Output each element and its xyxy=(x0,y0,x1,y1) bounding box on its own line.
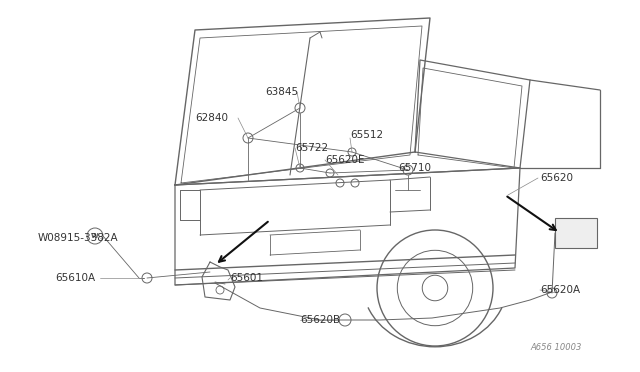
Text: 65601: 65601 xyxy=(230,273,263,283)
Text: 63845: 63845 xyxy=(265,87,298,97)
Text: 65620A: 65620A xyxy=(540,285,580,295)
Text: W: W xyxy=(91,233,99,239)
Text: 65620E: 65620E xyxy=(325,155,365,165)
Text: 62840: 62840 xyxy=(195,113,228,123)
Text: 65512: 65512 xyxy=(350,130,383,140)
Text: A656 10003: A656 10003 xyxy=(530,343,581,353)
Text: 65620B: 65620B xyxy=(300,315,340,325)
Text: 65722: 65722 xyxy=(295,143,328,153)
Text: 65620: 65620 xyxy=(540,173,573,183)
Bar xyxy=(555,218,597,248)
Text: 65710: 65710 xyxy=(398,163,431,173)
Text: 65610A: 65610A xyxy=(55,273,95,283)
Text: W08915-3382A: W08915-3382A xyxy=(38,233,118,243)
